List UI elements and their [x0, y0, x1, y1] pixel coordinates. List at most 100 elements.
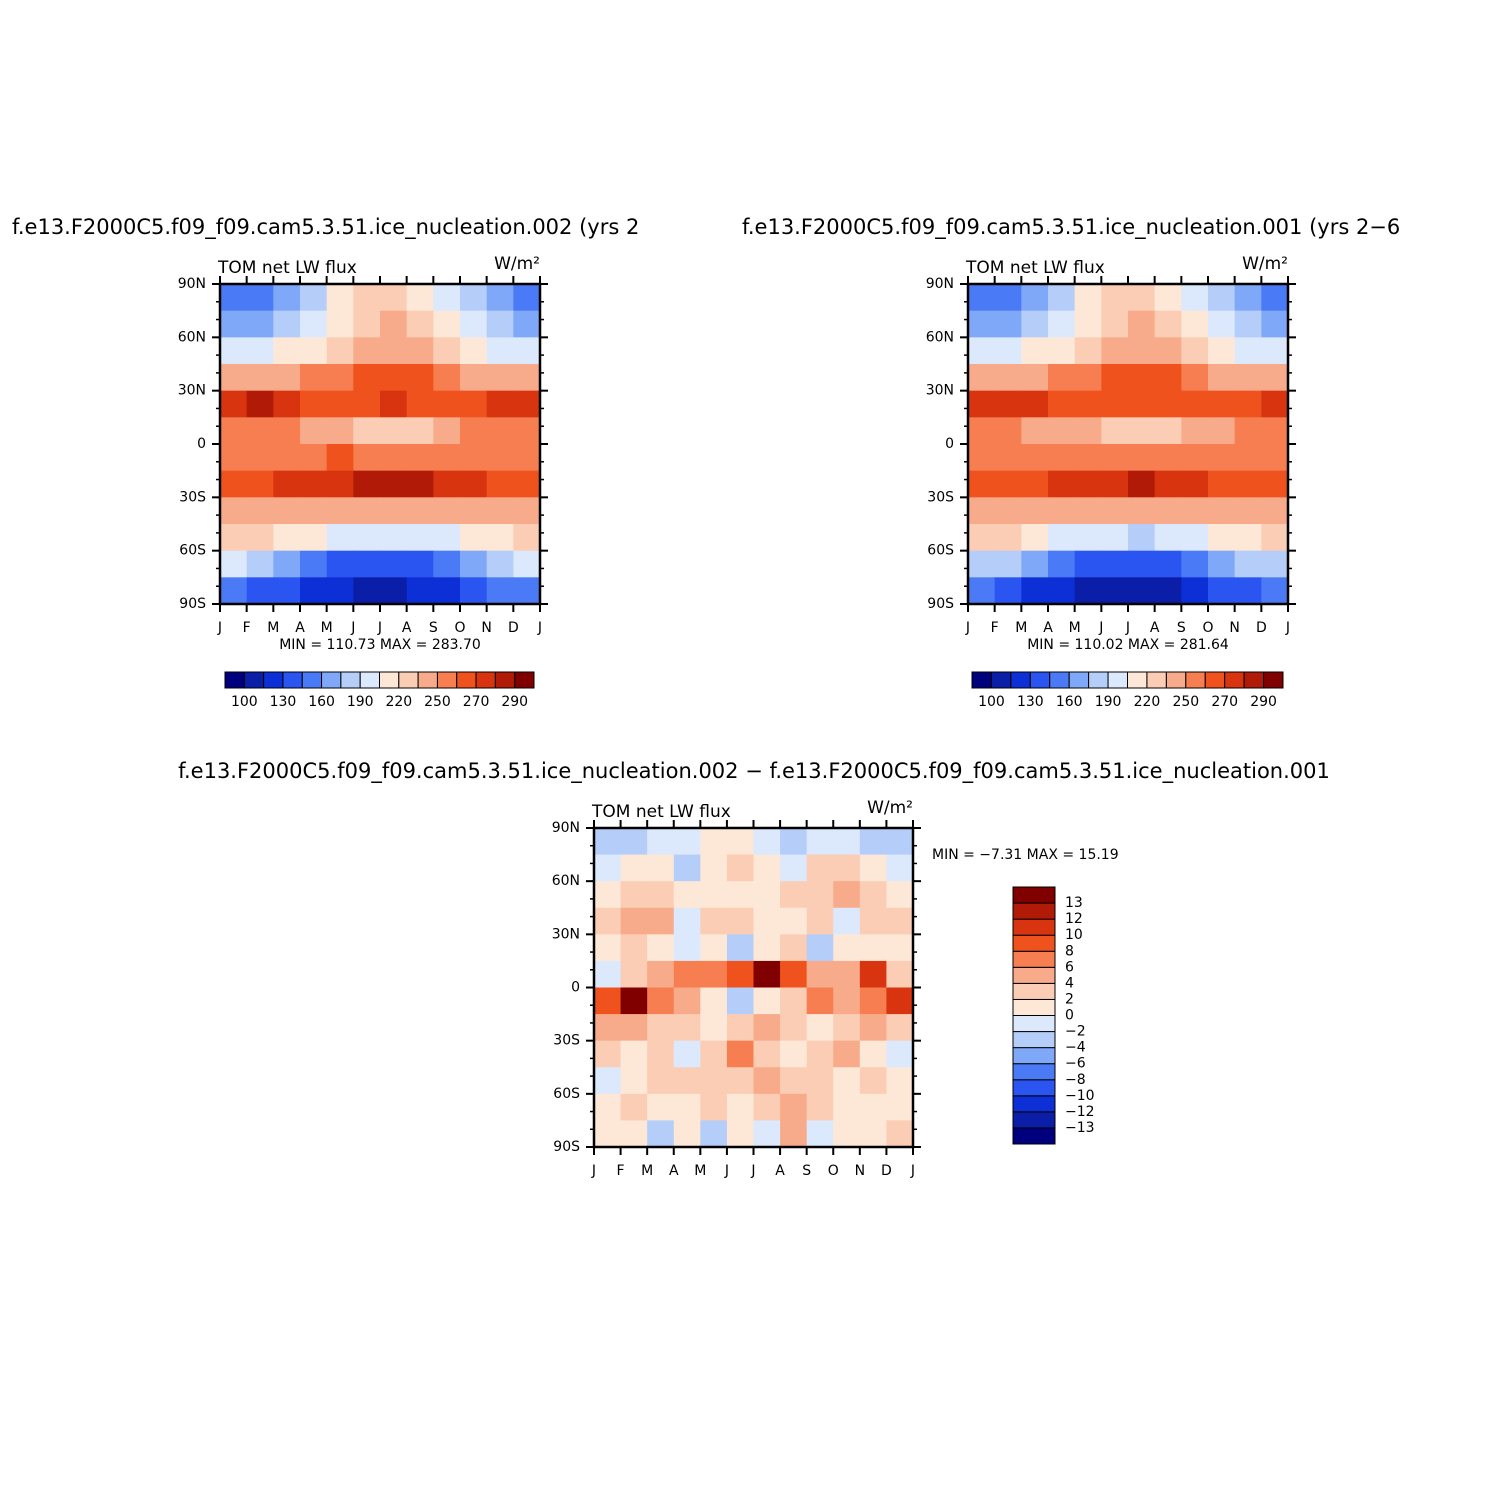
y-tick-label: 60N	[926, 329, 954, 345]
contour-cell	[700, 1093, 728, 1122]
contour-cell	[220, 444, 248, 472]
contour-cell	[380, 364, 408, 392]
colorbar-box	[990, 671, 1012, 689]
contour-cell	[1128, 524, 1156, 552]
contour-cell	[1208, 284, 1236, 312]
contour-cell	[726, 854, 755, 882]
colorbar-label: −4	[1065, 1040, 1086, 1056]
contour-cell	[647, 1067, 675, 1095]
contour-cell	[1234, 497, 1262, 525]
contour-cell	[1074, 390, 1102, 418]
contour-cell	[353, 470, 381, 498]
contour-cell	[406, 444, 434, 472]
y-tick-label: 60S	[179, 543, 206, 559]
colorbar-box	[1107, 671, 1128, 689]
contour-cell	[753, 881, 781, 909]
contour-cell	[1234, 390, 1262, 418]
contour-cell	[220, 284, 248, 312]
x-tick-label: M	[267, 620, 279, 636]
plot-subtitle: TOM net LW flux	[965, 258, 1105, 278]
contour-cell	[780, 960, 808, 989]
x-tick-label: J	[1285, 620, 1290, 636]
contour-cell	[886, 1067, 914, 1095]
contour-cell	[833, 854, 861, 882]
colorbar-box	[1012, 1079, 1056, 1097]
x-tick-label: M	[1069, 620, 1081, 636]
contour-cell	[886, 907, 914, 935]
contour-cell	[753, 828, 781, 856]
colorbar-box	[282, 671, 303, 689]
contour-cell	[513, 524, 541, 552]
contour-cell	[460, 470, 488, 498]
contour-cell	[753, 1093, 781, 1122]
contour-cell	[780, 854, 808, 882]
contour-cell	[1261, 497, 1289, 525]
x-tick-label: J	[1098, 620, 1103, 636]
contour-cell	[353, 390, 381, 418]
contour-cell	[1154, 417, 1182, 445]
colorbar-box	[1012, 1015, 1056, 1033]
contour-cell	[486, 337, 514, 365]
contour-cell	[1208, 364, 1236, 392]
contour-cell	[1074, 337, 1102, 365]
contour-cell	[753, 1120, 781, 1148]
y-tick-label: 0	[571, 980, 580, 996]
contour-cell	[1101, 337, 1129, 365]
contour-cell	[647, 907, 675, 935]
contour-cell	[1208, 310, 1236, 338]
contour-cell	[433, 284, 461, 312]
contour-cell	[1234, 337, 1262, 365]
y-tick-label: 60N	[178, 329, 206, 345]
x-tick-label: O	[1202, 620, 1213, 636]
colorbar-box	[1010, 671, 1031, 689]
contour-cell	[994, 284, 1022, 312]
x-tick-label: J	[537, 620, 542, 636]
contour-cell	[273, 364, 301, 392]
contour-cell	[833, 1067, 861, 1095]
contour-cell	[726, 828, 755, 856]
colorbar-box	[263, 671, 284, 689]
x-tick-label: D	[1256, 620, 1267, 636]
x-tick-label: J	[750, 1163, 755, 1179]
contour-cell	[673, 934, 701, 962]
contour-cell	[460, 417, 488, 445]
contour-cell	[460, 390, 488, 418]
contour-cell	[859, 828, 888, 856]
contour-cell	[273, 550, 301, 578]
contour-cell	[753, 907, 781, 935]
contour-cell	[594, 828, 622, 856]
contour-cell	[353, 364, 381, 392]
contour-cell	[968, 390, 996, 418]
contour-cell	[726, 1120, 755, 1148]
contour-cell	[1181, 470, 1209, 498]
contour-cell	[594, 1093, 622, 1122]
contour-cell	[460, 524, 488, 552]
contour-cell	[1021, 390, 1049, 418]
contour-cell	[433, 444, 461, 472]
contour-cell	[1128, 337, 1156, 365]
contour-cell	[326, 337, 354, 365]
contour-cell	[968, 337, 996, 365]
contour-cell	[353, 550, 381, 578]
colorbar-box	[1012, 918, 1056, 936]
colorbar-box	[224, 671, 245, 689]
contour-cell	[246, 417, 274, 445]
contour-cell	[246, 390, 274, 418]
contour-cell	[486, 444, 514, 472]
contour-cell	[406, 284, 434, 312]
colorbar-label: 12	[1065, 911, 1083, 927]
contour-cell	[753, 1040, 781, 1068]
min-max: MIN = 110.02 MAX = 281.64	[1027, 637, 1229, 653]
contour-cell	[1128, 310, 1156, 338]
contour-cell	[859, 960, 888, 989]
colorbar-box	[1243, 671, 1265, 689]
contour-cell	[433, 470, 461, 498]
contour-cell	[1154, 444, 1182, 472]
contour-cell	[1154, 524, 1182, 552]
contour-cell	[726, 1014, 755, 1042]
contour-cell	[1101, 284, 1129, 312]
contour-cell	[1261, 310, 1289, 338]
contour-cell	[486, 390, 514, 418]
contour-cell	[1181, 337, 1209, 365]
contour-cell	[300, 577, 328, 605]
